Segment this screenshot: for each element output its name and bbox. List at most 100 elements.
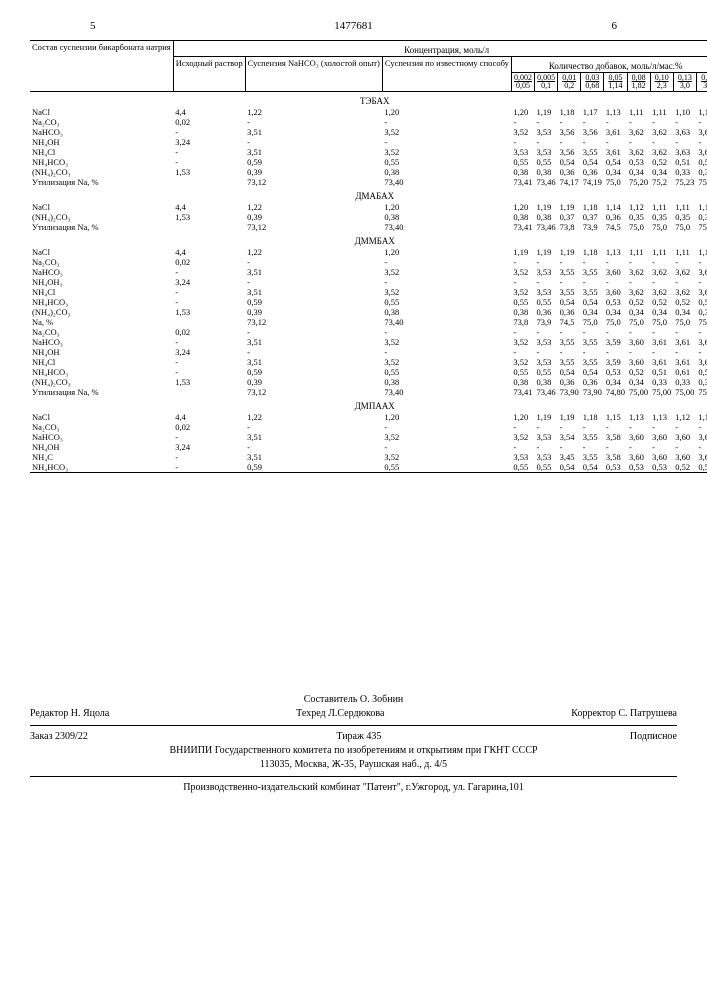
table-cell: 3,52 <box>511 267 534 277</box>
table-cell: - <box>696 422 707 432</box>
table-row: (NH₄)₂CO₃1,530,390,380,380,380,360,360,3… <box>30 167 707 177</box>
table-cell: 1,20 <box>511 202 534 212</box>
table-cell: 0,33 <box>673 377 696 387</box>
techred: Техред Л.Сердюкова <box>296 707 384 721</box>
table-cell: Na₂CO₃ <box>30 327 173 337</box>
table-cell: 1,14 <box>604 202 627 212</box>
table-cell: - <box>627 347 650 357</box>
table-cell: Утилизация Na, % <box>30 387 173 397</box>
table-cell: 1,10 <box>696 247 707 257</box>
table-cell: - <box>558 327 581 337</box>
table-cell: 1,10 <box>696 107 707 117</box>
table-cell: 0,54 <box>581 462 604 473</box>
table-cell: NH₄HCO₃ <box>30 367 173 377</box>
table-cell: 0,36 <box>558 167 581 177</box>
table-cell: - <box>173 147 245 157</box>
table-cell: 1,13 <box>650 412 673 422</box>
table-cell: 0,55 <box>511 157 534 167</box>
table-cell: 0,37 <box>581 212 604 222</box>
table-cell: NH₄OH₃ <box>30 277 173 287</box>
table-cell: - <box>245 117 382 127</box>
table-cell: - <box>173 297 245 307</box>
table-cell: 0,38 <box>382 212 511 222</box>
table-cell: 4,4 <box>173 412 245 422</box>
table-cell: 73,46 <box>535 222 558 232</box>
table-cell: 3,52 <box>382 267 511 277</box>
table-cell: - <box>627 257 650 267</box>
table-cell: Na₂CO₃ <box>30 117 173 127</box>
table-cell: 73,8 <box>558 222 581 232</box>
table-cell: 3,61 <box>604 147 627 157</box>
table-cell: 1,20 <box>511 107 534 117</box>
subscription: Подписное <box>630 730 677 744</box>
table-cell: 3,63 <box>696 267 707 277</box>
table-cell: - <box>245 327 382 337</box>
table-cell: 4,4 <box>173 202 245 212</box>
table-cell: - <box>382 327 511 337</box>
table-cell: 0,51 <box>673 157 696 167</box>
table-cell: 0,36 <box>558 307 581 317</box>
table-cell: Na, % <box>30 317 173 327</box>
table-cell: - <box>173 267 245 277</box>
table-cell: 3,55 <box>581 357 604 367</box>
table-cell: 3,52 <box>511 337 534 347</box>
page-left-num: 5 <box>90 20 96 32</box>
table-cell: 3,62 <box>650 127 673 137</box>
table-cell: - <box>696 257 707 267</box>
table-cell: - <box>650 137 673 147</box>
table-cell: 3,53 <box>535 127 558 137</box>
table-cell: - <box>245 347 382 357</box>
table-cell: - <box>558 277 581 287</box>
table-cell: 3,62 <box>650 287 673 297</box>
table-cell: 3,53 <box>535 287 558 297</box>
table-cell: - <box>558 442 581 452</box>
table-cell: 3,60 <box>627 337 650 347</box>
table-cell: 3,56 <box>558 127 581 137</box>
table-cell: 73,46 <box>535 177 558 187</box>
table-cell: NH₄C <box>30 452 173 462</box>
table-cell: 73,9 <box>535 317 558 327</box>
table-cell: - <box>535 442 558 452</box>
table-cell: 0,53 <box>604 367 627 377</box>
table-cell: 3,61 <box>696 337 707 347</box>
table-cell: 1,18 <box>558 107 581 117</box>
table-cell: 1,19 <box>511 247 534 257</box>
header-susp-known: Суспензия по известному способу <box>382 57 511 92</box>
table-cell: NaHCO₃ <box>30 432 173 442</box>
table-cell: 0,54 <box>558 157 581 167</box>
table-cell: 1,15 <box>604 412 627 422</box>
table-cell: 0,34 <box>673 307 696 317</box>
table-cell: - <box>673 327 696 337</box>
table-cell: 1,12 <box>696 412 707 422</box>
table-cell: - <box>604 347 627 357</box>
table-cell: - <box>245 277 382 287</box>
table-row: Na₂CO₃0,02----------- <box>30 257 707 267</box>
table-row: NH₄HCO₃-0,590,550,550,550,540,540,540,53… <box>30 157 707 167</box>
table-cell: 0,54 <box>558 367 581 377</box>
header-fraction: 0,051,14 <box>604 73 627 92</box>
table-cell: 1,11 <box>650 202 673 212</box>
table-cell: 0,38 <box>382 167 511 177</box>
table-row: NH₄OH₃3,24----------- <box>30 277 707 287</box>
table-cell: 0,59 <box>245 157 382 167</box>
table-cell: 0,35 <box>673 212 696 222</box>
table-cell: 3,55 <box>581 432 604 442</box>
table-cell: 0,54 <box>558 297 581 307</box>
table-cell: - <box>673 277 696 287</box>
table-cell: - <box>535 277 558 287</box>
table-cell: Na₂CO₃ <box>30 257 173 267</box>
table-cell: (NH₄)₂CO₃ <box>30 377 173 387</box>
table-cell: - <box>650 257 673 267</box>
table-cell: - <box>581 137 604 147</box>
table-cell: 0,33 <box>696 307 707 317</box>
table-cell: - <box>382 442 511 452</box>
table-cell: 3,61 <box>673 337 696 347</box>
data-table: Состав суспензии бикарбоната натрия Конц… <box>30 40 707 473</box>
table-row: NaCl4,41,221,201,201,191,181,171,131,111… <box>30 107 707 117</box>
table-cell: (NH₄)₂CO₃ <box>30 307 173 317</box>
table-cell: 1,19 <box>558 202 581 212</box>
table-cell: NaCl <box>30 107 173 117</box>
table-cell: 0,52 <box>650 297 673 307</box>
table-cell: 3,52 <box>382 337 511 347</box>
table-cell: 0,52 <box>673 297 696 307</box>
